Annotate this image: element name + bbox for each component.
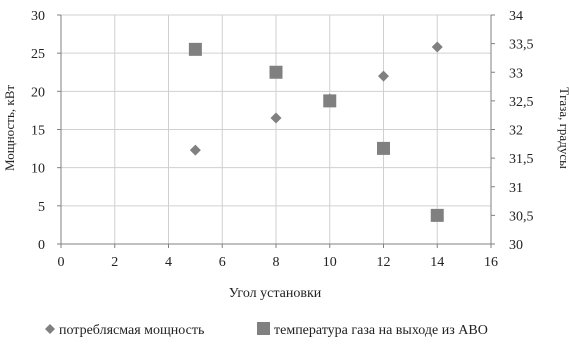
point-gas-temperature-4 (430, 208, 444, 222)
point-power-3 (378, 70, 389, 82)
y-right-tick-label: 33,5 (509, 38, 534, 53)
x-tick-labels: 0 2 4 6 8 10 12 14 16 (58, 255, 499, 270)
point-power-0 (189, 144, 201, 156)
point-power-4 (431, 41, 443, 53)
y-right-tick-label: 31 (509, 181, 523, 196)
x-tick-label: 0 (58, 255, 65, 270)
y-right-tick-label: 30 (509, 238, 523, 253)
y-right-tick-label: 30,5 (509, 209, 534, 224)
legend-label-power: потреблясмая мощность (59, 323, 204, 338)
y-left-tick-label: 5 (38, 200, 45, 215)
point-power-1 (270, 112, 282, 124)
x-tick-label: 12 (377, 255, 391, 270)
y-right-tick-label: 34 (509, 9, 523, 24)
y-left-tick-label: 10 (31, 162, 45, 177)
point-gas-temperature-1 (269, 65, 283, 79)
x-tick-label: 6 (219, 255, 226, 270)
y-left-axis-label: Мощность, кВт (2, 85, 17, 171)
legend-label-gas-temperature: температура газа на выходе из АВО (274, 323, 488, 338)
y-left-tick-label: 15 (31, 124, 45, 139)
y-left-tick-label: 30 (31, 9, 45, 24)
y-left-tick-label: 20 (31, 85, 45, 100)
y-right-tick-label: 32 (509, 124, 523, 139)
y-right-tick-label: 31,5 (509, 152, 534, 167)
y-right-tick-label: 32,5 (509, 95, 534, 110)
y-right-axis-label: Тгаза, градусы (557, 87, 569, 169)
gridlines (60, 14, 492, 245)
y-right-tick-labels: 30 30,5 31 31,5 32 32,5 33 33,5 34 (509, 9, 534, 253)
x-axis-label: Угол установки (229, 286, 322, 301)
data-marks (188, 41, 444, 222)
x-tick-label: 14 (430, 255, 444, 270)
point-gas-temperature-2 (323, 94, 337, 108)
point-gas-temperature-0 (188, 42, 202, 56)
y-right-tick-label: 33 (509, 66, 523, 81)
x-tick-label: 8 (273, 255, 280, 270)
y-left-label-text: Мощность, кВт (2, 85, 17, 171)
axes (57, 14, 495, 248)
y-left-tick-label: 0 (38, 238, 45, 253)
point-gas-temperature-3 (377, 141, 390, 155)
legend: потреблясмая мощность температура газа н… (45, 322, 488, 338)
legend-marker-diamond (45, 324, 55, 334)
x-tick-label: 10 (323, 255, 337, 270)
x-tick-label: 2 (111, 255, 118, 270)
legend-marker-square (257, 322, 270, 335)
y-left-tick-labels: 0 5 10 15 20 25 30 (31, 9, 45, 253)
x-tick-label: 16 (484, 255, 498, 270)
y-left-tick-label: 25 (31, 47, 45, 62)
x-tick-label: 4 (165, 255, 172, 270)
y-right-label-text: Тгаза, градусы (557, 87, 569, 169)
